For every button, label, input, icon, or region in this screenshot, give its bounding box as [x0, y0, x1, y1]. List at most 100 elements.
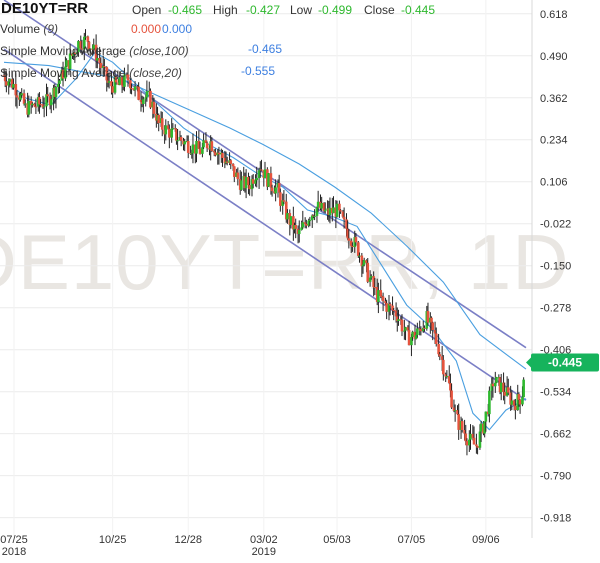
candle-up — [445, 376, 449, 378]
candle-up — [369, 276, 373, 278]
candle-down — [449, 383, 452, 391]
candle-up — [49, 99, 53, 106]
candle-down — [3, 75, 7, 82]
candle-down — [447, 376, 451, 384]
candle-up — [404, 327, 407, 331]
candle-down — [465, 441, 469, 446]
candle-down — [173, 128, 177, 130]
candle-down — [475, 444, 478, 447]
candle-down — [347, 238, 351, 241]
sma-100-path — [3, 61, 527, 370]
candle-up — [323, 209, 327, 212]
candle-down — [34, 106, 38, 108]
candle-up — [250, 179, 254, 190]
candle-down — [212, 150, 216, 153]
candle-down — [430, 317, 433, 323]
candle-down — [86, 36, 90, 42]
candle-down — [418, 328, 422, 330]
candle-down — [423, 327, 426, 329]
candle-up — [145, 91, 149, 98]
candle-up — [170, 128, 174, 138]
candle-down — [33, 103, 37, 107]
candle-down — [251, 179, 255, 184]
candle-up — [12, 83, 15, 88]
candle-down — [460, 421, 464, 431]
last-price-badge-text: -0.445 — [548, 355, 582, 369]
candle-up — [107, 81, 111, 83]
candle-down — [94, 44, 98, 61]
candle-down — [339, 210, 342, 212]
candle-down — [400, 319, 404, 332]
candle-up — [397, 319, 400, 322]
candle-up — [201, 147, 204, 154]
candle-down — [175, 128, 178, 141]
candle-down — [204, 140, 208, 143]
candle-up — [77, 41, 80, 53]
candle-up — [118, 77, 122, 85]
sma20-param: (close,20) — [129, 66, 182, 80]
candle-down — [419, 329, 423, 332]
candle-down — [98, 58, 101, 63]
candle-up — [516, 394, 520, 411]
candle-down — [14, 83, 18, 96]
candle-up — [19, 95, 22, 100]
candle-up — [493, 382, 497, 387]
candle-down — [394, 310, 398, 317]
candle-down — [407, 330, 411, 346]
candle-down — [379, 290, 383, 297]
candle-down — [38, 97, 41, 105]
candle-up — [144, 97, 148, 100]
candle-down — [380, 296, 384, 298]
candle-down — [395, 316, 399, 322]
x-tick-label: 09/06 — [472, 534, 500, 546]
last-price-badge-bg — [531, 353, 599, 372]
candle-down — [444, 374, 447, 377]
candle-down — [456, 410, 459, 415]
x-tick-label: 07/05 — [398, 534, 426, 546]
candle-up — [84, 36, 87, 38]
candle-down — [160, 118, 164, 130]
candle-up — [484, 411, 488, 422]
candle-down — [270, 187, 274, 192]
candle-down — [345, 219, 348, 229]
low-label: Low — [290, 3, 313, 17]
candle-down — [179, 137, 183, 141]
candle-down — [41, 104, 45, 108]
candle-up — [403, 330, 406, 332]
candle-down — [406, 327, 410, 331]
candle-down — [471, 433, 475, 438]
candle-down — [491, 383, 495, 387]
candle-down — [388, 303, 392, 306]
candle-up — [31, 103, 34, 106]
candle-up — [202, 140, 205, 148]
y-tick-label: 0.234 — [540, 135, 568, 147]
candle-up — [8, 79, 12, 82]
candle-down — [346, 228, 349, 239]
candle-down — [103, 66, 106, 68]
candle-up — [72, 52, 75, 56]
candle-down — [426, 311, 430, 323]
x-tick-label: 03/02 — [250, 534, 278, 546]
candle-down — [279, 192, 282, 206]
x-tick-label: 12/28 — [174, 534, 202, 546]
candle-down — [129, 80, 132, 89]
candle-down — [236, 172, 240, 180]
y-tick-label: 0.362 — [540, 93, 568, 105]
candle-up — [289, 216, 293, 225]
candle-down — [433, 329, 437, 334]
sma100-param: (close,100) — [129, 44, 189, 58]
candle-up — [320, 202, 323, 209]
candle-up — [191, 144, 195, 154]
candle-up — [478, 431, 482, 448]
candle-up — [164, 125, 168, 135]
candle-up — [335, 203, 339, 217]
last-price-badge: -0.445 — [526, 353, 599, 372]
candle-up — [88, 48, 92, 50]
candle-down — [392, 310, 396, 312]
candle-down — [431, 322, 435, 330]
candle-down — [10, 79, 14, 88]
candle-down — [260, 169, 263, 171]
candle-down — [149, 90, 152, 108]
